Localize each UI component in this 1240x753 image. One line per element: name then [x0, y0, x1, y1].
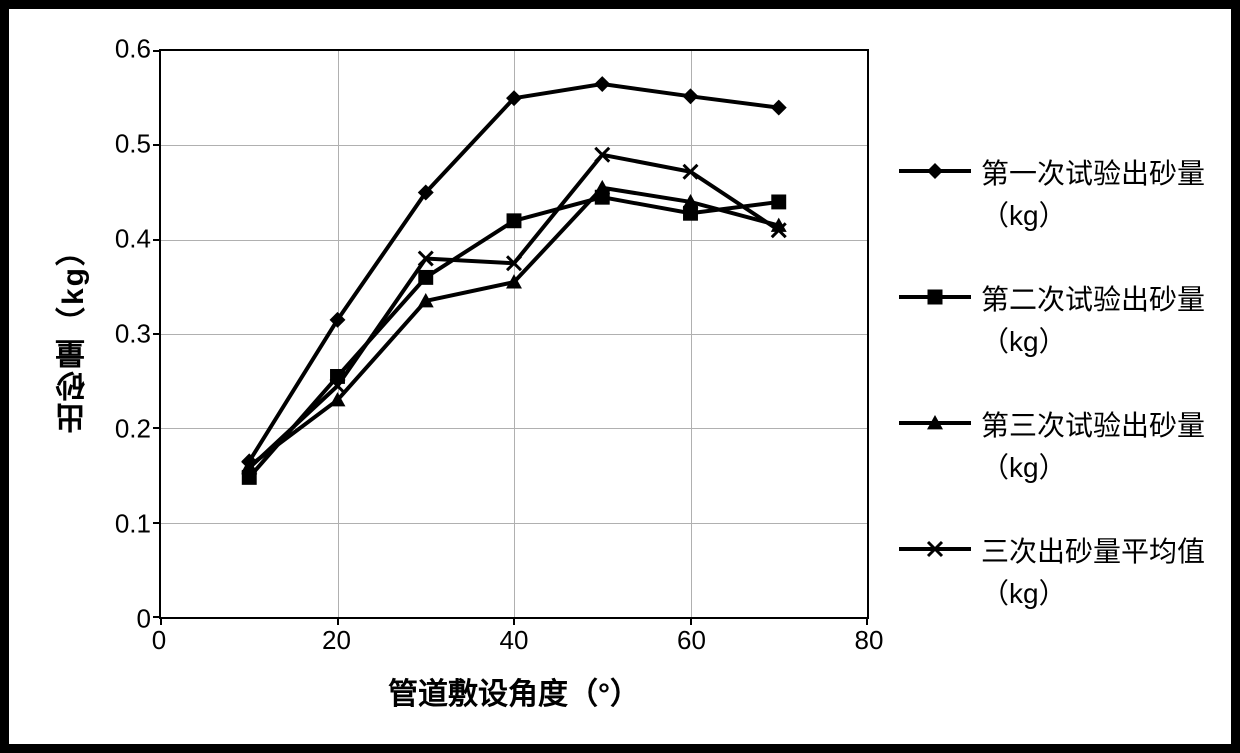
legend-marker-avg	[899, 537, 971, 561]
x-tick-label: 80	[855, 625, 884, 656]
series-line-avg	[249, 155, 779, 468]
plot-area	[159, 49, 869, 619]
x-tick-row: 020406080	[49, 619, 869, 669]
y-tick-mark	[153, 333, 161, 335]
x-tick-label: 60	[677, 625, 706, 656]
chart-main: 出砂量（kg） 00.10.20.30.40.50.6 020406080 管道…	[49, 49, 869, 719]
y-tick-column: 00.10.20.30.40.50.6	[99, 49, 159, 619]
y-axis-label: 出砂量（kg）	[52, 234, 96, 433]
legend-entry-s1: 第一次试验出砂量（kg）	[899, 153, 1209, 237]
x-tick-label: 40	[500, 625, 529, 656]
y-tick-label: 0.5	[115, 129, 151, 160]
legend-entry-avg: 三次出砂量平均值（kg）	[899, 531, 1209, 615]
y-tick-mark	[153, 239, 161, 241]
y-tick-mark	[153, 522, 161, 524]
x-tick-label: 0	[152, 625, 166, 656]
legend-marker-s1	[899, 159, 971, 183]
chart-frame: 出砂量（kg） 0 0.1 0.2 0.3 0.4 0.5 0.6 0 20 40 60 80 管道…	[0, 0, 1240, 753]
y-tick-label: 0.1	[115, 509, 151, 540]
y-tick-mark	[153, 427, 161, 429]
y-tick-label: 0.6	[115, 34, 151, 65]
series-svg	[161, 51, 867, 617]
legend-label-s2: 第二次试验出砂量（kg）	[981, 279, 1205, 363]
legend-label-s1: 第一次试验出砂量（kg）	[981, 153, 1205, 237]
y-tick-mark	[153, 50, 161, 52]
legend-label-avg: 三次出砂量平均值（kg）	[981, 531, 1205, 615]
x-tick-label: 20	[322, 625, 351, 656]
plot-row: 出砂量（kg） 00.10.20.30.40.50.6	[49, 49, 869, 619]
legend-marker-s2	[899, 285, 971, 309]
legend-entry-s2: 第二次试验出砂量（kg）	[899, 279, 1209, 363]
y-tick-label: 0	[137, 604, 151, 635]
legend-label-s3: 第三次试验出砂量（kg）	[981, 405, 1205, 489]
y-tick-mark	[153, 144, 161, 146]
legend: 第一次试验出砂量（kg） 第二次试验出砂量（kg） 第三次试验出砂量（kg） 三次出砂…	[869, 49, 1209, 719]
legend-marker-s3	[899, 411, 971, 435]
y-tick-label: 0.3	[115, 319, 151, 350]
x-axis-label: 管道敷设角度（°）	[49, 669, 869, 719]
legend-entry-s3: 第三次试验出砂量（kg）	[899, 405, 1209, 489]
x-tick-area: 020406080	[159, 619, 869, 669]
chart-container: 出砂量（kg） 00.10.20.30.40.50.6 020406080 管道…	[49, 49, 1209, 719]
series-line-s3	[249, 188, 779, 466]
y-axis-label-col: 出砂量（kg）	[49, 49, 99, 619]
x-label-row: 管道敷设角度（°）	[49, 669, 869, 719]
y-tick-label: 0.2	[115, 414, 151, 445]
y-tick-label: 0.4	[115, 224, 151, 255]
